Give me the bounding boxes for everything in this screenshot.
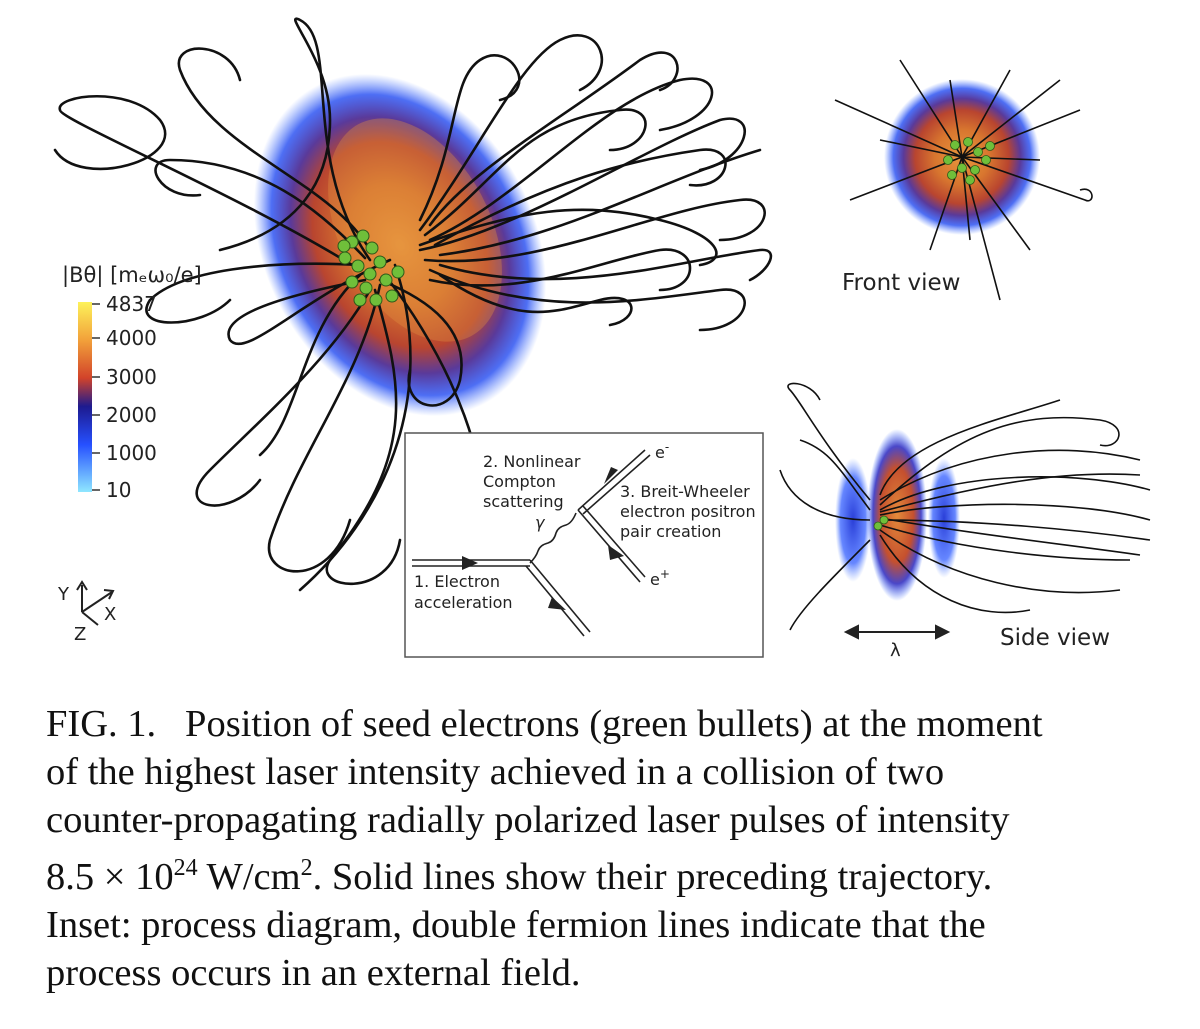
caption-line: Inset: process diagram, double fermion l… <box>46 903 986 946</box>
main-trajectories <box>53 17 486 592</box>
front-electrons <box>943 137 995 185</box>
step3-label: 3. Breit-Wheeler <box>620 482 750 501</box>
caption-line: FIG. 1. Position of seed electrons (gree… <box>46 703 1043 745</box>
caption-label: FIG. 1. <box>46 703 157 745</box>
main-field-blob <box>253 73 547 417</box>
axes-triad <box>76 580 115 626</box>
colorbar-tick-label: 1000 <box>106 441 157 465</box>
caption-line: counter-propagating radially polarized l… <box>46 799 1010 841</box>
main-field-view <box>53 17 773 592</box>
front-view-label: Front view <box>842 270 960 296</box>
step2-label: Compton <box>483 472 556 491</box>
photon-line <box>529 512 577 564</box>
side-trajectories <box>779 382 1151 631</box>
figure-graphics: |Bθ| [mₑω₀/e] 4837 4000 3000 2000 1000 1… <box>53 17 1151 661</box>
fermion-arrows <box>462 467 624 610</box>
colorbar-tick-label: 2000 <box>106 403 157 427</box>
caption-line: process occurs in an external field. <box>46 951 581 994</box>
electron-label: e- <box>655 440 669 462</box>
axis-z-label: Z <box>74 624 86 645</box>
gamma-label: γ <box>535 513 546 532</box>
step1-label: acceleration <box>414 593 513 612</box>
side-field-center <box>867 429 927 601</box>
seed-electrons <box>337 229 405 307</box>
axis-x-label: X <box>104 604 116 625</box>
positron-label: e+ <box>650 567 670 589</box>
colorbar: |Bθ| [mₑω₀/e] 4837 4000 3000 2000 1000 1… <box>62 263 202 502</box>
axis-y-label: Y <box>57 584 70 605</box>
side-view: λ Side view <box>779 382 1151 661</box>
lambda-label: λ <box>890 640 901 661</box>
colorbar-gradient <box>78 302 92 492</box>
colorbar-tick-label: 10 <box>106 478 131 502</box>
colorbar-tick-label: 3000 <box>106 365 157 389</box>
step2-label: scattering <box>483 492 564 511</box>
figure-panel: |Bθ| [mₑω₀/e] 4837 4000 3000 2000 1000 1… <box>53 17 1151 661</box>
main-trajectories-right <box>418 34 773 332</box>
colorbar-tick-label: 4000 <box>106 326 157 350</box>
lambda-arrow <box>843 624 951 640</box>
step3-label: electron positron <box>620 502 756 521</box>
figure-caption: FIG. 1. Position of seed electrons (gree… <box>46 700 1164 997</box>
side-electrons <box>873 515 889 531</box>
colorbar-ticks <box>92 303 100 491</box>
caption-line: of the highest laser intensity achieved … <box>46 751 945 793</box>
caption-line: 8.5 × 1024 W/cm2. Solid lines show their… <box>46 855 993 898</box>
front-view: Front view <box>834 59 1093 301</box>
inset-diagram: 1. Electron acceleration 2. Nonlinear Co… <box>404 432 764 658</box>
step2-label: 2. Nonlinear <box>483 452 581 471</box>
step1-label: 1. Electron <box>414 572 500 591</box>
step3-label: pair creation <box>620 522 721 541</box>
colorbar-tick-label: 4837 <box>106 292 157 316</box>
inset-frame <box>404 432 764 658</box>
side-view-label: Side view <box>1000 625 1110 651</box>
colorbar-label: |Bθ| [mₑω₀/e] <box>62 263 202 288</box>
